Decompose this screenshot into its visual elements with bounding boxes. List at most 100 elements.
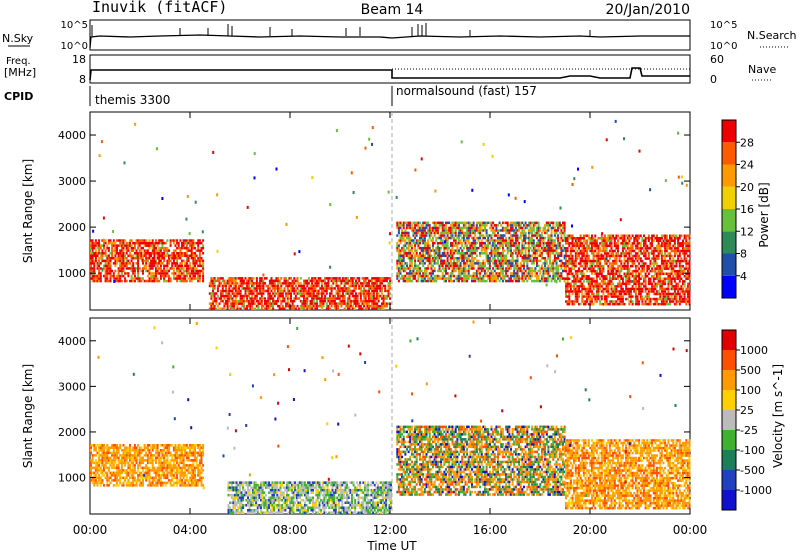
data-cell xyxy=(442,239,444,242)
data-cell xyxy=(549,224,551,227)
data-cell xyxy=(114,265,116,268)
data-cell xyxy=(158,280,160,283)
data-cell xyxy=(427,239,429,242)
data-cell xyxy=(622,300,624,303)
data-cell xyxy=(607,285,609,288)
data-cell xyxy=(119,280,121,283)
data-cell xyxy=(215,308,217,311)
data-cell xyxy=(465,272,467,275)
data-cell xyxy=(478,270,480,273)
data-cell xyxy=(617,242,619,245)
data-cell xyxy=(450,277,452,280)
data-cell xyxy=(609,303,611,306)
data-cell xyxy=(163,257,165,260)
data-cell xyxy=(510,247,512,250)
data-cell xyxy=(489,267,491,270)
data-cell xyxy=(624,303,626,306)
data-cell xyxy=(349,295,351,298)
data-cell xyxy=(481,239,483,242)
data-cell xyxy=(396,242,398,245)
data-cell xyxy=(578,288,580,291)
data-cell xyxy=(546,232,548,235)
data-cell xyxy=(654,260,656,263)
data-cell xyxy=(110,265,112,268)
data-cell xyxy=(98,242,100,245)
data-cell xyxy=(170,260,172,263)
data-cell xyxy=(279,297,281,300)
data-cell xyxy=(396,277,398,280)
data-cell xyxy=(620,270,622,273)
data-cell xyxy=(404,244,406,247)
data-cell xyxy=(539,242,541,245)
data-cell xyxy=(105,272,107,275)
data-cell xyxy=(510,249,512,252)
data-cell xyxy=(445,280,447,283)
data-cell xyxy=(427,267,429,270)
data-cell xyxy=(92,239,94,242)
data-cell xyxy=(197,244,199,247)
data-cell xyxy=(546,262,548,265)
data-cell xyxy=(105,239,107,242)
data-cell xyxy=(505,272,507,275)
data-cell xyxy=(580,303,582,306)
data-cell xyxy=(520,224,522,227)
data-cell xyxy=(517,239,519,242)
data-cell xyxy=(560,255,562,258)
data-cell xyxy=(355,287,357,290)
data-cell xyxy=(622,288,624,291)
data-cell xyxy=(502,280,504,283)
data-cell xyxy=(215,300,217,303)
data-cell xyxy=(108,255,110,258)
data-cell xyxy=(264,282,266,285)
data-cell xyxy=(245,277,247,280)
data-cell xyxy=(126,272,128,275)
data-cell xyxy=(460,247,462,250)
data-cell xyxy=(347,277,349,280)
data-cell xyxy=(487,247,489,250)
data-cell xyxy=(403,227,405,230)
data-cell xyxy=(92,275,94,278)
data-cell xyxy=(666,237,668,240)
data-cell xyxy=(360,287,362,290)
data-cell xyxy=(544,265,546,268)
data-cell xyxy=(166,265,168,268)
data-cell xyxy=(389,297,391,300)
data-cell xyxy=(646,270,648,273)
data-cell xyxy=(520,255,522,258)
data-cell xyxy=(641,300,643,303)
data-cell xyxy=(521,249,523,252)
data-cell xyxy=(398,275,400,278)
data-cell xyxy=(455,239,457,242)
data-cell xyxy=(344,297,346,300)
data-cell xyxy=(400,242,402,245)
data-cell xyxy=(409,222,411,225)
data-cell xyxy=(186,280,188,283)
data-cell xyxy=(235,297,237,300)
data-cell xyxy=(653,280,655,283)
data-cell xyxy=(612,265,614,268)
data-cell xyxy=(611,240,613,243)
data-cell xyxy=(215,302,217,305)
data-cell xyxy=(266,277,268,280)
data-cell xyxy=(591,265,593,268)
data-cell xyxy=(439,267,441,270)
data-cell xyxy=(495,244,497,247)
data-cell xyxy=(191,280,193,283)
data-cell xyxy=(105,267,107,270)
nsky-tick-top: 10^5 xyxy=(61,20,88,31)
data-cell xyxy=(384,287,386,290)
data-cell xyxy=(437,260,439,263)
data-cell xyxy=(635,278,637,281)
data-cell xyxy=(123,242,125,245)
data-cell xyxy=(98,257,100,260)
data-cell xyxy=(142,247,144,250)
data-cell xyxy=(253,300,255,303)
data-cell xyxy=(181,265,183,268)
data-cell xyxy=(627,262,629,265)
data-cell xyxy=(611,247,613,250)
data-cell xyxy=(528,249,530,252)
data-cell xyxy=(349,308,351,311)
data-cell xyxy=(324,280,326,283)
data-cell xyxy=(199,252,201,255)
data-cell xyxy=(526,262,528,265)
